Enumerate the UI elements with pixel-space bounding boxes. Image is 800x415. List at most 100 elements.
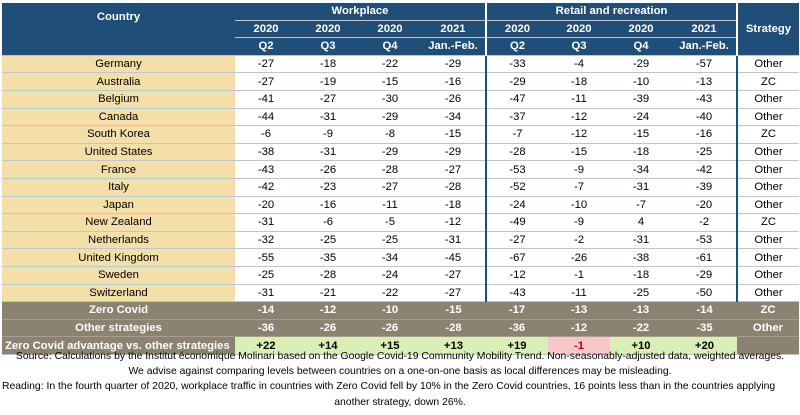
value-cell: -16 — [672, 125, 737, 144]
value-cell: -27 — [421, 284, 487, 303]
value-cell: -25 — [297, 231, 359, 250]
year-header: 2021 — [672, 20, 738, 39]
period-header: Q3 — [548, 37, 610, 56]
value-cell: -33 — [486, 55, 548, 74]
value-cell: -6 — [235, 125, 297, 144]
year-header: 2020 — [297, 20, 359, 39]
table-row: Belgium -41 -27 -30 -26 -47 -11 -39 -43 Other — [2, 90, 799, 109]
value-cell: -21 — [297, 284, 359, 303]
value-cell: -4 — [548, 55, 610, 74]
value-cell: -15 — [359, 72, 421, 91]
value-cell: -49 — [486, 213, 548, 232]
strategy-cell: Other — [736, 90, 799, 109]
aggregate-label: Zero Covid — [2, 301, 235, 320]
value-cell: -20 — [672, 196, 737, 215]
advantage-value: +22 — [235, 336, 297, 355]
value-cell: -43 — [486, 284, 548, 303]
strategy-cell: ZC — [736, 213, 799, 232]
value-cell: -50 — [672, 284, 737, 303]
strategy-cell: ZC — [736, 125, 799, 144]
aggregate-value: -12 — [297, 301, 359, 320]
advantage-value: +20 — [672, 336, 737, 355]
footnotes: Source: Calculations by the Institut éco… — [0, 349, 800, 410]
aggregate-value: -13 — [548, 301, 610, 320]
aggregate-value: -28 — [421, 319, 486, 338]
value-cell: -41 — [235, 90, 297, 109]
country-cell: Australia — [2, 72, 235, 91]
value-cell: -11 — [548, 284, 610, 303]
value-cell: -26 — [548, 248, 610, 267]
table-row: Canada -44 -31 -29 -34 -37 -12 -24 -40 Other — [2, 108, 799, 127]
value-cell: -8 — [359, 125, 421, 144]
source-note: Source: Calculations by the Institut éco… — [15, 351, 785, 362]
aggregate-strategy: Other — [737, 319, 799, 338]
value-cell: -24 — [359, 266, 421, 285]
value-cell: -43 — [672, 90, 737, 109]
advantage-value: +10 — [610, 336, 672, 355]
value-cell: -34 — [610, 160, 672, 179]
value-cell: -57 — [672, 55, 737, 74]
table-row: Italy -42 -23 -27 -28 -52 -7 -31 -39 Other — [2, 178, 799, 197]
value-cell: -45 — [421, 248, 487, 267]
period-header: Q2 — [235, 37, 297, 56]
table-row: Germany -27 -18 -22 -29 -33 -4 -29 -57 Other — [2, 55, 799, 74]
value-cell: -20 — [235, 196, 297, 215]
country-cell: United States — [2, 143, 235, 162]
value-cell: -7 — [548, 178, 610, 197]
aggregate-value: -26 — [297, 319, 359, 338]
value-cell: -18 — [297, 55, 359, 74]
value-cell: -31 — [297, 143, 359, 162]
strategy-cell: Other — [736, 178, 799, 197]
country-cell: New Zealand — [2, 213, 235, 232]
country-cell: Japan — [2, 196, 235, 215]
value-cell: -6 — [297, 213, 359, 232]
value-cell: -1 — [548, 266, 610, 285]
advantage-value: -1 — [548, 336, 610, 355]
value-cell: -11 — [548, 90, 610, 109]
value-cell: -25 — [235, 266, 297, 285]
advice-note: We advise against comparing levels betwe… — [128, 366, 672, 378]
value-cell: -53 — [486, 160, 548, 179]
value-cell: -9 — [548, 213, 610, 232]
aggregate-value: -12 — [548, 319, 610, 338]
table-row: Netherlands -32 -25 -25 -31 -27 -2 -31 -53 Other — [2, 231, 799, 250]
value-cell: -27 — [421, 160, 487, 179]
table-row: United Kingdom -55 -35 -34 -45 -67 -26 -38 -61 Ot… — [2, 248, 799, 267]
aggregate-row: Other strategies -36 -26 -26 -28 -36 -12 -22 -35… — [2, 319, 799, 338]
value-cell: -7 — [610, 196, 672, 215]
value-cell: -19 — [297, 72, 359, 91]
value-cell: -25 — [672, 143, 737, 162]
value-cell: -18 — [610, 143, 672, 162]
value-cell: -22 — [359, 55, 421, 74]
value-cell: -55 — [235, 248, 297, 267]
table-row: France -43 -26 -28 -27 -53 -9 -34 -42 Other — [2, 160, 799, 179]
aggregate-label: Other strategies — [2, 319, 235, 338]
value-cell: -42 — [672, 160, 737, 179]
value-cell: -27 — [235, 72, 297, 91]
value-cell: -22 — [359, 284, 421, 303]
value-cell: -18 — [421, 196, 487, 215]
value-cell: -39 — [610, 90, 672, 109]
value-cell: -25 — [359, 231, 421, 250]
country-cell: South Korea — [2, 125, 235, 144]
advantage-row: Zero Covid advantage vs. other strategie… — [2, 336, 799, 355]
value-cell: -29 — [359, 143, 421, 162]
mobility-table: Country Workplace Retail and recreation … — [2, 3, 799, 355]
country-cell: Canada — [2, 108, 235, 127]
aggregate-value: -14 — [235, 301, 297, 320]
table-row: Australia -27 -19 -15 -16 -29 -18 -10 -13 ZC — [2, 72, 799, 91]
value-cell: -24 — [610, 108, 672, 127]
value-cell: -29 — [672, 266, 737, 285]
value-cell: -39 — [672, 178, 737, 197]
value-cell: -10 — [610, 72, 672, 91]
year-header: 2021 — [421, 20, 487, 39]
value-cell: -2 — [548, 231, 610, 250]
value-cell: -12 — [486, 266, 548, 285]
value-cell: -38 — [610, 248, 672, 267]
strategy-cell: Other — [736, 231, 799, 250]
advantage-value: +19 — [486, 336, 548, 355]
country-cell: Switzerland — [2, 284, 235, 303]
strategy-cell: Other — [736, 266, 799, 285]
period-header-row: Q2 Q3 Q4 Jan.-Feb. Q2 Q3 Q4 Jan.-Feb. — [2, 37, 799, 56]
value-cell: -23 — [297, 178, 359, 197]
